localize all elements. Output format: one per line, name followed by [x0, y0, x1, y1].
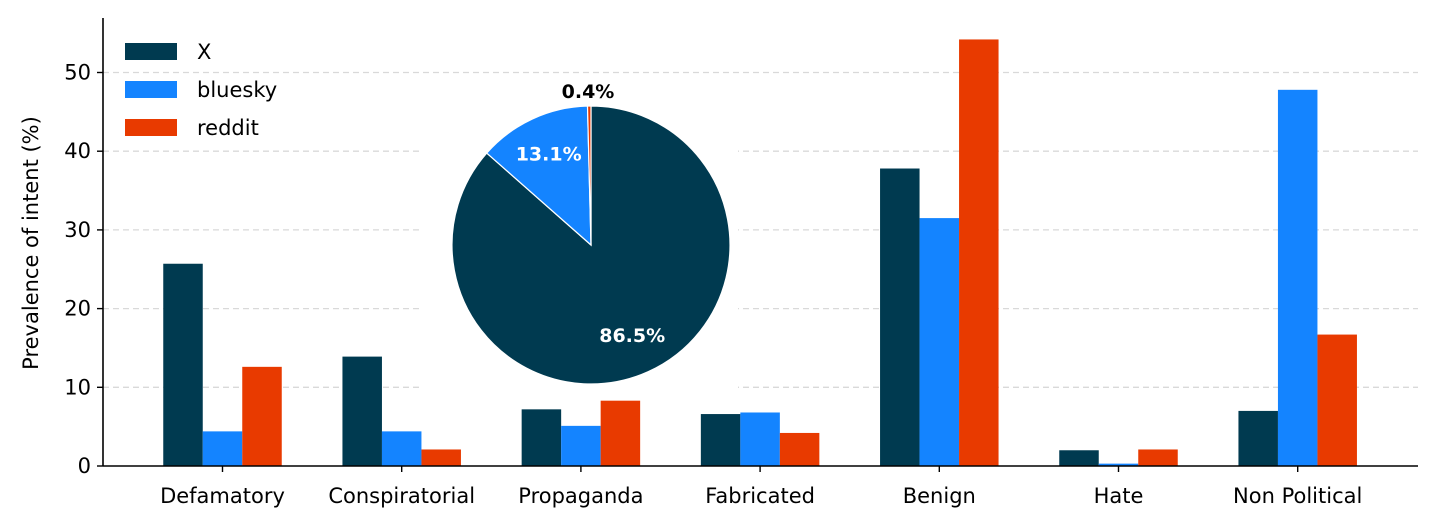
- x-tick-label: Non Political: [1233, 484, 1362, 508]
- x-tick-label: Fabricated: [705, 484, 815, 508]
- x-tick-label: Conspiratorial: [328, 484, 475, 508]
- legend-swatch: [125, 43, 177, 60]
- bar-reddit: [242, 366, 282, 466]
- bar-x: [521, 409, 562, 466]
- bar-reddit: [1138, 449, 1178, 466]
- bar-reddit: [779, 432, 820, 466]
- y-tick-label: 50: [64, 61, 91, 85]
- y-ticks: 0 10 20 30 40 50: [64, 61, 103, 478]
- bar-x: [342, 356, 382, 466]
- bar-reddit: [600, 400, 641, 466]
- bar-x: [1238, 410, 1278, 466]
- bar-bluesky: [381, 431, 422, 466]
- pie-slice-bluesky: [485, 105, 592, 247]
- legend-swatch: [125, 119, 177, 136]
- x-tick-label: Propaganda: [518, 484, 643, 508]
- gridlines: [103, 71, 1418, 388]
- bar-bluesky: [919, 218, 960, 466]
- y-tick-label: 30: [64, 218, 91, 242]
- pie-label: 86.5%: [599, 325, 665, 347]
- bar-bluesky: [561, 425, 601, 466]
- y-axis-title: Prevalence of intent (%): [19, 116, 43, 370]
- bar-x: [163, 263, 203, 466]
- y-tick-label: 10: [64, 375, 91, 399]
- bar-x: [880, 168, 920, 466]
- bar-bluesky: [740, 412, 780, 466]
- pie-label: 13.1%: [516, 143, 582, 165]
- legend-label: reddit: [197, 116, 259, 140]
- x-tick-label: Hate: [1094, 484, 1144, 508]
- bar-x: [700, 414, 741, 466]
- pie-slice-x: [451, 105, 731, 385]
- bar-reddit: [959, 39, 999, 467]
- x-tick-label: Benign: [903, 484, 976, 508]
- legend-label: bluesky: [197, 78, 277, 102]
- axes: [102, 18, 1418, 467]
- y-tick-label: 0: [78, 454, 91, 478]
- pie-slice-reddit: [586, 105, 592, 246]
- y-tick-label: 20: [64, 297, 91, 321]
- bar-reddit: [421, 449, 461, 466]
- bar-bluesky: [1277, 89, 1318, 467]
- y-tick-label: 40: [64, 139, 91, 163]
- x-ticks: Defamatory Conspiratorial Propaganda Fabric…: [160, 466, 1362, 508]
- bar-bluesky: [202, 431, 243, 466]
- inset-pie-chart: 86.5% 13.1% 0.4%: [420, 80, 738, 390]
- pie-label: 0.4%: [562, 81, 615, 103]
- x-tick-label: Defamatory: [160, 484, 285, 508]
- legend-swatch: [125, 81, 177, 98]
- bar-bluesky: [1098, 463, 1139, 466]
- bars: [163, 39, 1357, 467]
- legend-label: X: [197, 40, 211, 64]
- bar-reddit: [1317, 334, 1357, 466]
- bar-x: [1059, 450, 1099, 466]
